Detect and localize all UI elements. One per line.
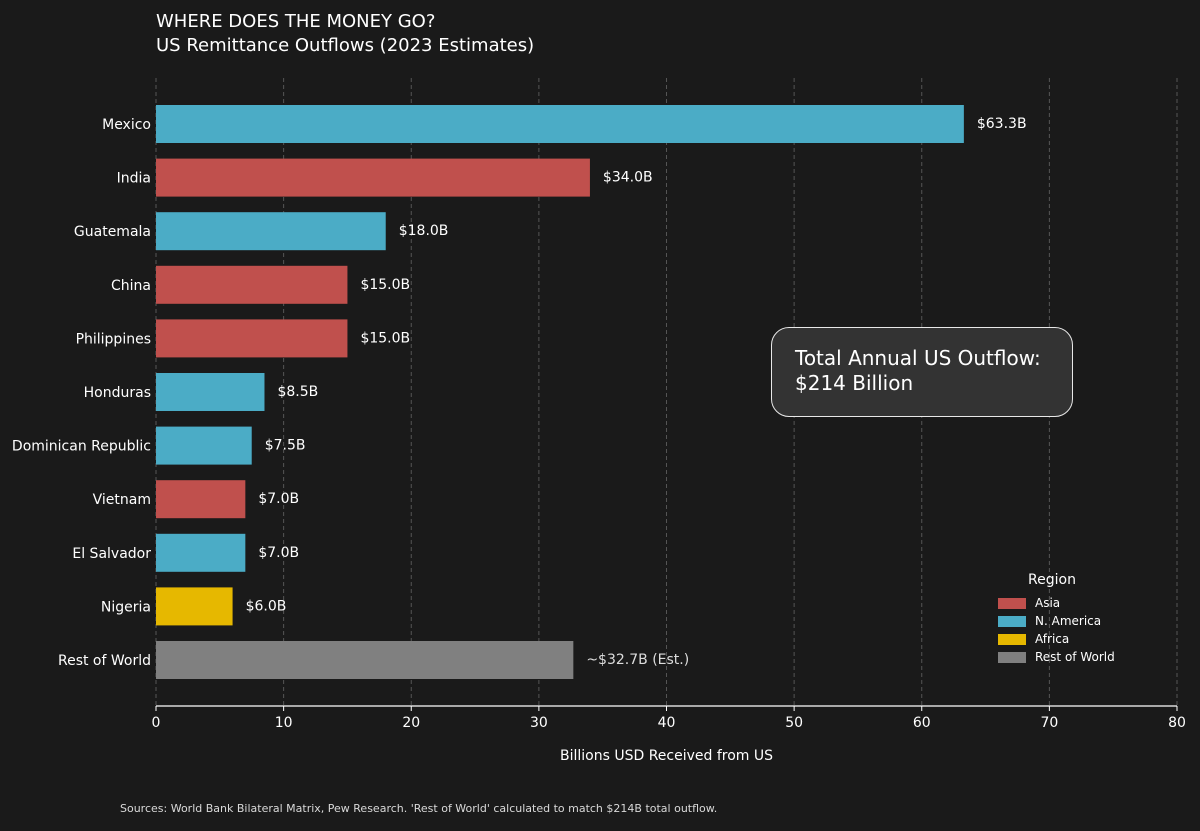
legend-swatch xyxy=(998,597,1026,609)
legend-item: Africa xyxy=(998,630,1128,648)
y-tick-label: Dominican Republic xyxy=(12,439,151,455)
y-tick-label: Guatemala xyxy=(74,224,151,240)
data-label: $7.0B xyxy=(258,491,299,507)
annotation-line1: Total Annual US Outflow: xyxy=(795,346,1041,370)
y-tick-label: China xyxy=(111,278,151,294)
bar xyxy=(156,319,348,358)
x-tick-label: 30 xyxy=(530,715,548,731)
data-label: ~$32.7B (Est.) xyxy=(586,652,689,668)
data-label: $63.3B xyxy=(977,116,1027,132)
bar xyxy=(156,373,265,411)
x-axis-label: Billions USD Received from US xyxy=(560,748,773,764)
x-tick-label: 50 xyxy=(785,715,803,731)
bar xyxy=(156,212,386,251)
x-tick-label: 0 xyxy=(152,715,161,731)
data-label: $15.0B xyxy=(360,277,410,293)
data-label: $15.0B xyxy=(360,330,410,346)
x-tick-label: 60 xyxy=(913,715,931,731)
data-label: $7.0B xyxy=(258,545,299,561)
chart-title-line1: WHERE DOES THE MONEY GO? xyxy=(156,11,436,32)
bar xyxy=(156,426,252,465)
legend-item: N. America xyxy=(998,612,1128,630)
legend-label: Africa xyxy=(1035,632,1070,646)
y-tick-label: India xyxy=(117,171,151,187)
data-label: $34.0B xyxy=(603,170,653,186)
legend-label: Asia xyxy=(1035,596,1061,610)
legend-swatch xyxy=(998,651,1026,663)
annotation-line2: $214 Billion xyxy=(795,371,914,395)
chart-subtitle: US Remittance Outflows (2023 Estimates) xyxy=(156,35,535,56)
y-tick-label: Nigeria xyxy=(101,599,151,615)
bar xyxy=(156,533,246,572)
bar xyxy=(156,587,233,626)
y-tick-label: Mexico xyxy=(102,117,151,133)
total-outflow-annotation: Total Annual US Outflow: $214 Billion xyxy=(771,327,1073,417)
y-tick-label: Philippines xyxy=(76,331,151,347)
data-label: $8.5B xyxy=(277,384,318,400)
chart-title: WHERE DOES THE MONEY GO? US Remittance O… xyxy=(156,10,534,58)
bar xyxy=(156,105,964,143)
x-tick-label: 10 xyxy=(275,715,293,731)
data-label: $6.0B xyxy=(246,598,287,614)
bar xyxy=(156,480,246,519)
data-label: $18.0B xyxy=(399,223,449,239)
x-tick-label: 70 xyxy=(1040,715,1058,731)
legend-item: Asia xyxy=(998,594,1128,612)
legend: Region Asia N. America Africa Rest of World xyxy=(998,572,1128,666)
y-tick-label: Honduras xyxy=(84,385,151,401)
legend-item: Rest of World xyxy=(998,648,1128,666)
legend-swatch xyxy=(998,633,1026,645)
legend-label: N. America xyxy=(1035,614,1102,628)
y-tick-label: Rest of World xyxy=(58,653,151,669)
y-tick-label: El Salvador xyxy=(72,546,151,562)
legend-swatch xyxy=(998,615,1026,627)
x-tick-label: 40 xyxy=(658,715,676,731)
bar xyxy=(156,265,348,304)
y-tick-label: Vietnam xyxy=(93,492,151,508)
x-tick-label: 80 xyxy=(1168,715,1186,731)
legend-title: Region xyxy=(1028,572,1076,588)
source-note: Sources: World Bank Bilateral Matrix, Pe… xyxy=(120,802,718,815)
bar xyxy=(156,641,574,679)
data-label: $7.5B xyxy=(265,438,306,454)
legend-label: Rest of World xyxy=(1035,650,1115,664)
x-tick-label: 20 xyxy=(402,715,420,731)
bar xyxy=(156,158,590,197)
